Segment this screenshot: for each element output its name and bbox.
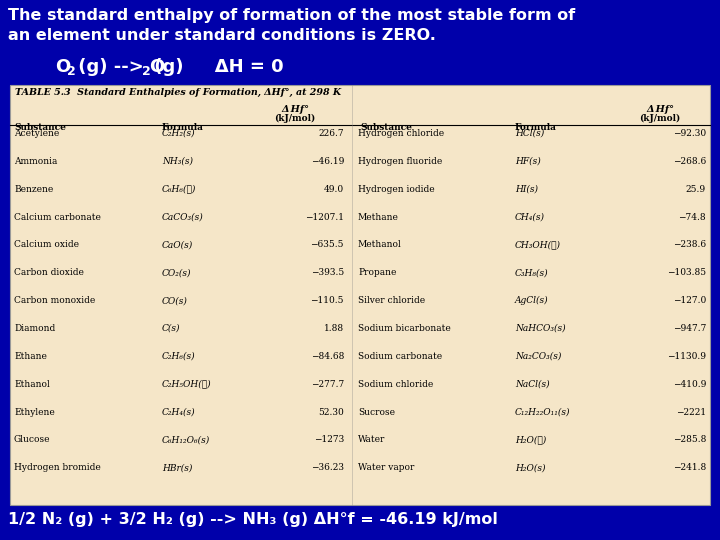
Text: Sodium carbonate: Sodium carbonate	[358, 352, 442, 361]
Text: −127.0: −127.0	[672, 296, 706, 305]
Text: CaCO₃(ѕ): CaCO₃(ѕ)	[162, 213, 204, 221]
Text: Ethane: Ethane	[14, 352, 47, 361]
Text: Δ Hf°: Δ Hf°	[281, 105, 309, 114]
Text: C₂H₆(ѕ): C₂H₆(ѕ)	[162, 352, 196, 361]
Text: (kJ/mol): (kJ/mol)	[639, 114, 680, 123]
Text: Calcium oxide: Calcium oxide	[14, 240, 79, 249]
Text: Carbon monoxide: Carbon monoxide	[14, 296, 95, 305]
Text: 52.30: 52.30	[318, 408, 344, 416]
Text: −1207.1: −1207.1	[305, 213, 344, 221]
Text: Substance: Substance	[360, 123, 412, 132]
Text: Hydrogen bromide: Hydrogen bromide	[14, 463, 101, 472]
Text: −103.85: −103.85	[667, 268, 706, 277]
Text: −2221: −2221	[676, 408, 706, 416]
Text: AgCl(ѕ): AgCl(ѕ)	[515, 296, 549, 305]
Text: Methanol: Methanol	[358, 240, 402, 249]
Text: 2: 2	[142, 65, 150, 78]
Text: −1130.9: −1130.9	[667, 352, 706, 361]
Text: −410.9: −410.9	[672, 380, 706, 389]
Text: 2: 2	[67, 65, 76, 78]
Text: Acetylene: Acetylene	[14, 129, 59, 138]
Text: C₁₂H₂₂O₁₁(ѕ): C₁₂H₂₂O₁₁(ѕ)	[515, 408, 570, 416]
Text: Ethanol: Ethanol	[14, 380, 50, 389]
Text: H₂O(ℓ): H₂O(ℓ)	[515, 435, 546, 444]
Text: CH₃OH(ℓ): CH₃OH(ℓ)	[515, 240, 561, 249]
Text: Water vapor: Water vapor	[358, 463, 415, 472]
Text: 1.88: 1.88	[324, 324, 344, 333]
Text: −241.8: −241.8	[672, 463, 706, 472]
Text: Formula: Formula	[515, 123, 557, 132]
Text: Glucose: Glucose	[14, 435, 50, 444]
Text: Ethylene: Ethylene	[14, 408, 55, 416]
Text: Formula: Formula	[162, 123, 204, 132]
Text: −36.23: −36.23	[311, 463, 344, 472]
Text: Ammonia: Ammonia	[14, 157, 58, 166]
Text: TABLE 5.3  Standard Enthalpies of Formation, ΔHf°, at 298 K: TABLE 5.3 Standard Enthalpies of Formati…	[15, 88, 341, 97]
Text: NH₃(ѕ): NH₃(ѕ)	[162, 157, 193, 166]
Text: Hydrogen iodide: Hydrogen iodide	[358, 185, 435, 194]
Text: −46.19: −46.19	[310, 157, 344, 166]
Text: C(ѕ): C(ѕ)	[162, 324, 181, 333]
Text: Benzene: Benzene	[14, 185, 53, 194]
Text: C₆H₆(ℓ): C₆H₆(ℓ)	[162, 185, 197, 194]
Text: CO(ѕ): CO(ѕ)	[162, 296, 188, 305]
Text: 1/2 N₂ (g) + 3/2 H₂ (g) --> NH₃ (g) ΔH°f = -46.19 kJ/mol: 1/2 N₂ (g) + 3/2 H₂ (g) --> NH₃ (g) ΔH°f…	[8, 512, 498, 527]
Text: C₃H₈(ѕ): C₃H₈(ѕ)	[515, 268, 549, 277]
Text: HF(ѕ): HF(ѕ)	[515, 157, 541, 166]
Text: Hydrogen fluoride: Hydrogen fluoride	[358, 157, 442, 166]
Text: C₂H₄(ѕ): C₂H₄(ѕ)	[162, 408, 196, 416]
Text: Sodium bicarbonate: Sodium bicarbonate	[358, 324, 451, 333]
Text: HBr(ѕ): HBr(ѕ)	[162, 463, 192, 472]
Text: Carbon dioxide: Carbon dioxide	[14, 268, 84, 277]
Text: Hydrogen chloride: Hydrogen chloride	[358, 129, 444, 138]
Text: −393.5: −393.5	[311, 268, 344, 277]
FancyBboxPatch shape	[10, 85, 710, 505]
Text: −110.5: −110.5	[310, 296, 344, 305]
Text: −635.5: −635.5	[310, 240, 344, 249]
Text: H₂O(ѕ): H₂O(ѕ)	[515, 463, 546, 472]
Text: O: O	[55, 58, 71, 76]
Text: an element under standard conditions is ZERO.: an element under standard conditions is …	[8, 28, 436, 43]
Text: The standard enthalpy of formation of the most stable form of: The standard enthalpy of formation of th…	[8, 8, 575, 23]
Text: −74.8: −74.8	[678, 213, 706, 221]
Text: C₆H₁₂O₆(ѕ): C₆H₁₂O₆(ѕ)	[162, 435, 210, 444]
Text: Na₂CO₃(ѕ): Na₂CO₃(ѕ)	[515, 352, 562, 361]
Text: Methane: Methane	[358, 213, 399, 221]
Text: Substance: Substance	[14, 123, 66, 132]
Text: −92.30: −92.30	[673, 129, 706, 138]
Text: Calcium carbonate: Calcium carbonate	[14, 213, 101, 221]
Text: Diamond: Diamond	[14, 324, 55, 333]
Text: Propane: Propane	[358, 268, 397, 277]
Text: HI(ѕ): HI(ѕ)	[515, 185, 538, 194]
Text: −268.6: −268.6	[672, 157, 706, 166]
Text: CaO(ѕ): CaO(ѕ)	[162, 240, 193, 249]
Text: −947.7: −947.7	[672, 324, 706, 333]
Text: CH₄(ѕ): CH₄(ѕ)	[515, 213, 545, 221]
Text: NaHCO₃(ѕ): NaHCO₃(ѕ)	[515, 324, 566, 333]
Text: 25.9: 25.9	[686, 185, 706, 194]
Text: HCl(ѕ): HCl(ѕ)	[515, 129, 544, 138]
Text: NaCl(ѕ): NaCl(ѕ)	[515, 380, 549, 389]
Text: Silver chloride: Silver chloride	[358, 296, 425, 305]
Text: (kJ/mol): (kJ/mol)	[274, 114, 315, 123]
Text: (g) --> O: (g) --> O	[72, 58, 166, 76]
Text: C₂H₂(ѕ): C₂H₂(ѕ)	[162, 129, 196, 138]
Text: −84.68: −84.68	[310, 352, 344, 361]
Text: Δ Hf°: Δ Hf°	[646, 105, 674, 114]
Text: 226.7: 226.7	[318, 129, 344, 138]
Text: Sodium chloride: Sodium chloride	[358, 380, 433, 389]
Text: −1273: −1273	[314, 435, 344, 444]
Text: −238.6: −238.6	[673, 240, 706, 249]
Text: Sucrose: Sucrose	[358, 408, 395, 416]
Text: −285.8: −285.8	[672, 435, 706, 444]
Text: C₂H₅OH(ℓ): C₂H₅OH(ℓ)	[162, 380, 212, 389]
Text: −277.7: −277.7	[311, 380, 344, 389]
Text: (g)     ΔH = 0: (g) ΔH = 0	[148, 58, 284, 76]
Text: Water: Water	[358, 435, 385, 444]
Text: CO₂(ѕ): CO₂(ѕ)	[162, 268, 192, 277]
Text: 49.0: 49.0	[324, 185, 344, 194]
